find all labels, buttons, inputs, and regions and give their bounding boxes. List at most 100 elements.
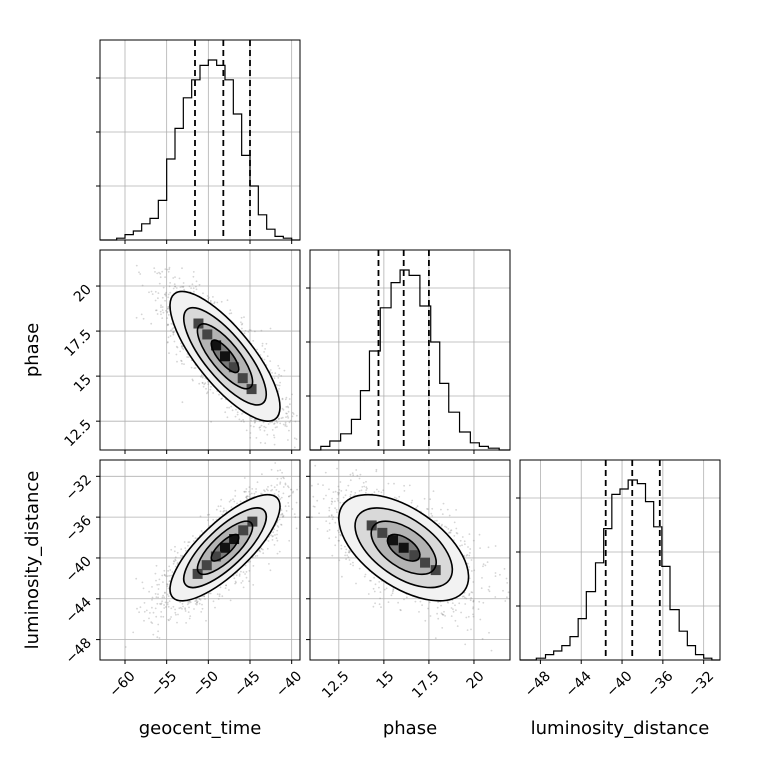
sample-point (166, 324, 169, 327)
sample-point (281, 513, 284, 516)
sample-point (276, 477, 279, 480)
sample-point (188, 606, 190, 609)
sample-point (263, 425, 266, 428)
sample-point (196, 601, 198, 604)
sample-point (139, 606, 142, 609)
sample-point (173, 560, 175, 562)
sample-point (249, 432, 252, 434)
sample-point (282, 492, 285, 495)
sample-point (276, 426, 278, 428)
sample-point (259, 550, 262, 553)
sample-point (270, 489, 272, 492)
sample-point (252, 340, 255, 342)
sample-point (278, 388, 280, 390)
sample-point (172, 331, 175, 333)
sample-point (218, 593, 221, 596)
sample-point (167, 587, 170, 590)
sample-point (181, 608, 183, 610)
sample-point (168, 352, 170, 354)
sample-point (162, 594, 165, 597)
sample-point (183, 288, 186, 291)
sample-point (220, 398, 223, 400)
sample-point (216, 301, 219, 304)
sample-point (174, 556, 177, 559)
sample-point (200, 611, 203, 613)
sample-point (259, 426, 261, 428)
sample-point (288, 398, 291, 400)
sample-point (167, 305, 170, 308)
density-peak-cell (228, 362, 239, 373)
sample-point (158, 271, 160, 274)
contour-line (210, 339, 240, 374)
histogram-step (520, 479, 720, 661)
sample-point (285, 510, 288, 512)
sample-point (276, 539, 279, 542)
sample-point (231, 409, 234, 412)
sample-point (193, 608, 195, 610)
sample-point (259, 354, 262, 356)
panel-content (135, 264, 309, 449)
sample-point (269, 569, 272, 572)
sample-point (181, 347, 184, 349)
sample-point (205, 387, 207, 390)
sample-point (290, 488, 292, 491)
sample-point (135, 316, 138, 319)
sample-point (243, 491, 246, 493)
sample-point (201, 376, 204, 379)
sample-point (219, 510, 222, 513)
sample-point (175, 613, 177, 616)
sample-point (278, 550, 281, 553)
sample-point (249, 425, 252, 427)
sample-point (215, 508, 218, 511)
sample-point (235, 581, 237, 584)
sample-point (159, 276, 162, 279)
sample-point (245, 490, 247, 493)
sample-point (192, 275, 195, 278)
sample-point (195, 598, 198, 601)
sample-point (158, 282, 161, 285)
sample-point (268, 563, 270, 565)
sample-point (194, 603, 197, 605)
sample-point (243, 420, 245, 423)
sample-point (251, 488, 254, 490)
sample-point (281, 416, 284, 419)
sample-point (282, 514, 285, 517)
sample-point (281, 512, 284, 515)
sample-point (279, 381, 281, 384)
sample-point (245, 496, 248, 499)
density-peak-cell (193, 318, 204, 329)
sample-point (157, 292, 160, 294)
sample-point (236, 502, 239, 505)
sample-point (148, 590, 151, 593)
sample-point (274, 426, 277, 429)
sample-point (307, 434, 309, 436)
sample-point (217, 598, 220, 600)
sample-point (162, 311, 165, 314)
sample-point (244, 564, 247, 567)
sample-point (224, 587, 227, 589)
sample-point (281, 407, 284, 410)
sample-point (190, 366, 193, 369)
sample-point (284, 425, 287, 427)
sample-point (191, 378, 194, 381)
sample-point (285, 396, 288, 399)
sample-point (195, 600, 198, 602)
sample-point (263, 429, 266, 432)
sample-point (155, 615, 158, 618)
sample-point (170, 574, 173, 577)
sample-point (266, 547, 269, 550)
sample-point (256, 348, 258, 351)
sample-point (221, 397, 224, 400)
sample-point (153, 267, 156, 269)
sample-point (291, 508, 294, 510)
sample-point (188, 600, 191, 603)
histogram-luminosity-distance: −48 −44 −40 −36 −32 (516, 459, 721, 701)
x-tick-label: −50 (190, 668, 222, 700)
sample-point (234, 489, 237, 492)
sample-point (314, 474, 316, 476)
sample-point (226, 416, 229, 419)
sample-point (201, 382, 204, 384)
sample-point (236, 413, 239, 416)
sample-point (208, 513, 211, 516)
